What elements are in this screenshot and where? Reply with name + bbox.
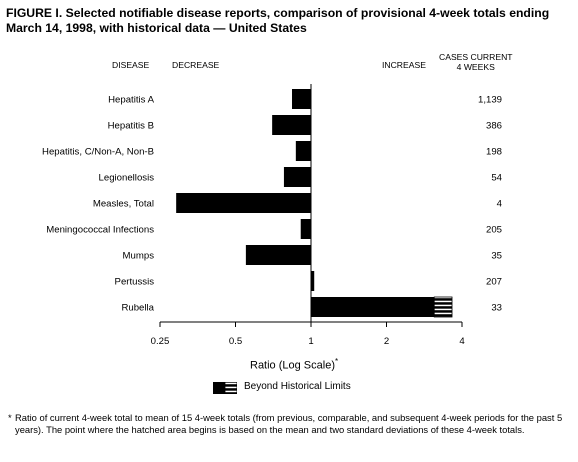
bar [295, 141, 311, 161]
axis-title-footnote-mark: * [335, 357, 339, 366]
case-count: 33 [491, 303, 502, 314]
footnote: * Ratio of current 4-week total to mean … [8, 412, 568, 435]
category-label: Hepatitis, C/Non-A, Non-B [42, 147, 154, 158]
header-cases: CASES CURRENT 4 WEEKS [439, 52, 513, 72]
x-tick-label: 0.5 [229, 336, 242, 347]
category-label: Pertussis [115, 277, 155, 288]
category-label: Measles, Total [93, 199, 154, 210]
case-count: 207 [486, 277, 502, 288]
bar [283, 167, 311, 187]
header-increase: INCREASE [382, 60, 426, 70]
x-tick-label: 4 [459, 336, 465, 347]
legend-swatch-hatched [224, 382, 237, 394]
axis-title-text: Ratio (Log Scale) [250, 359, 335, 372]
bar [292, 89, 311, 109]
footnote-mark: * [8, 412, 12, 423]
category-label: Mumps [123, 251, 155, 262]
case-count: 198 [486, 147, 502, 158]
bar [311, 271, 315, 291]
footnote-text: Ratio of current 4-week total to mean of… [15, 412, 563, 435]
chart-title: FIGURE I. Selected notifiable disease re… [6, 6, 550, 35]
case-count: 205 [486, 225, 502, 236]
case-count: 35 [491, 251, 502, 262]
legend-swatch [213, 382, 237, 394]
case-count: 386 [486, 121, 502, 132]
category-label: Rubella [121, 303, 154, 314]
bar [300, 219, 311, 239]
bar-beyond-limits [433, 296, 453, 318]
category-label: Hepatitis A [108, 95, 154, 106]
case-count: 1,139 [478, 95, 502, 106]
category-label: Legionellosis [99, 173, 155, 184]
x-tick-label: 1 [308, 336, 313, 347]
bar [176, 193, 311, 213]
bar [311, 297, 435, 317]
axis-title: Ratio (Log Scale)* [250, 357, 338, 372]
header-disease: DISEASE [112, 60, 150, 70]
bar [245, 245, 311, 265]
legend-label: Beyond Historical Limits [244, 381, 351, 392]
bar [272, 115, 311, 135]
case-count: 54 [491, 173, 502, 184]
x-tick-label: 0.25 [151, 336, 170, 347]
category-label: Hepatitis B [108, 121, 154, 132]
case-count: 4 [497, 199, 503, 210]
category-label: Meningococcal Infections [46, 225, 154, 236]
header-decrease: DECREASE [172, 60, 220, 70]
x-tick-label: 2 [384, 336, 389, 347]
legend-swatch-solid [213, 382, 225, 394]
